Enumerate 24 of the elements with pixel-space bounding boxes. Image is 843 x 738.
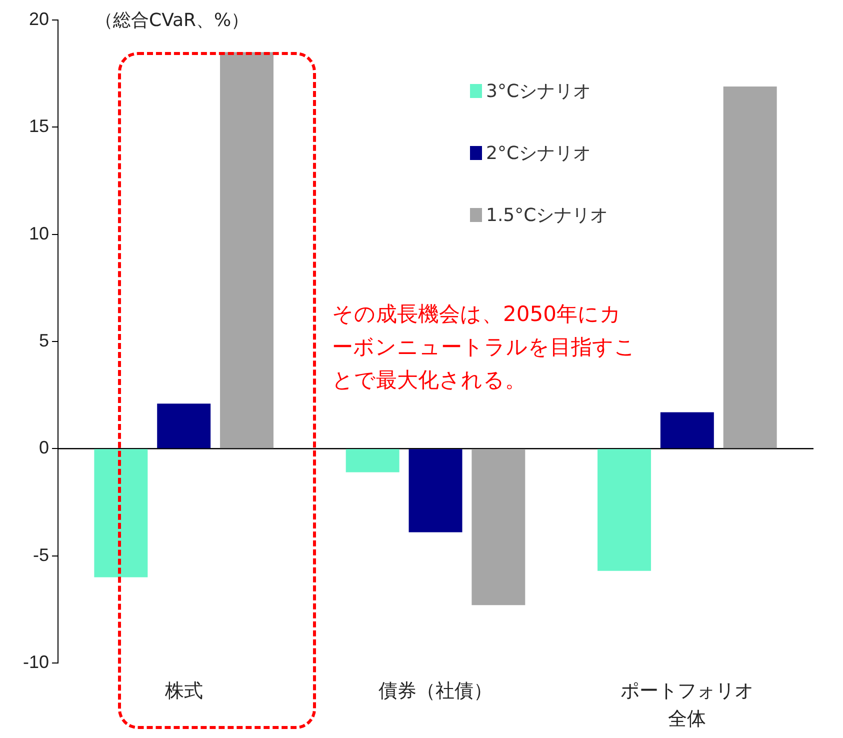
bar — [660, 412, 714, 448]
y-tick-label: -10 — [23, 652, 50, 672]
x-tick-label: ポートフォリオ全体 — [620, 679, 755, 732]
y-tick-label: 0 — [39, 438, 50, 458]
legend-label: 2°Cシナリオ — [486, 142, 592, 165]
y-tick-label: 10 — [28, 223, 50, 244]
bar — [598, 449, 651, 571]
y-tick-label: 15 — [28, 116, 50, 136]
bar — [220, 52, 274, 448]
bar — [408, 449, 462, 532]
y-axis-title: （総合CVaR、%） — [95, 9, 250, 32]
x-tick-label: 株式 — [164, 679, 204, 704]
legend-label: 1.5°Cシナリオ — [486, 204, 608, 227]
y-tick-label: -5 — [33, 544, 50, 565]
y-tick-label: 5 — [39, 330, 50, 350]
bar — [346, 449, 400, 472]
bar — [472, 449, 526, 606]
bar — [157, 404, 211, 448]
legend-label: 3°Cシナリオ — [486, 80, 592, 103]
annotation: その成長機会は、2050年にカーボンニュートラルを目指すことで最大化される。 — [332, 301, 637, 394]
bar — [723, 86, 777, 448]
x-tick-label: 債券（社債） — [378, 679, 494, 704]
y-tick-label: 20 — [28, 8, 50, 29]
bar — [94, 449, 148, 578]
